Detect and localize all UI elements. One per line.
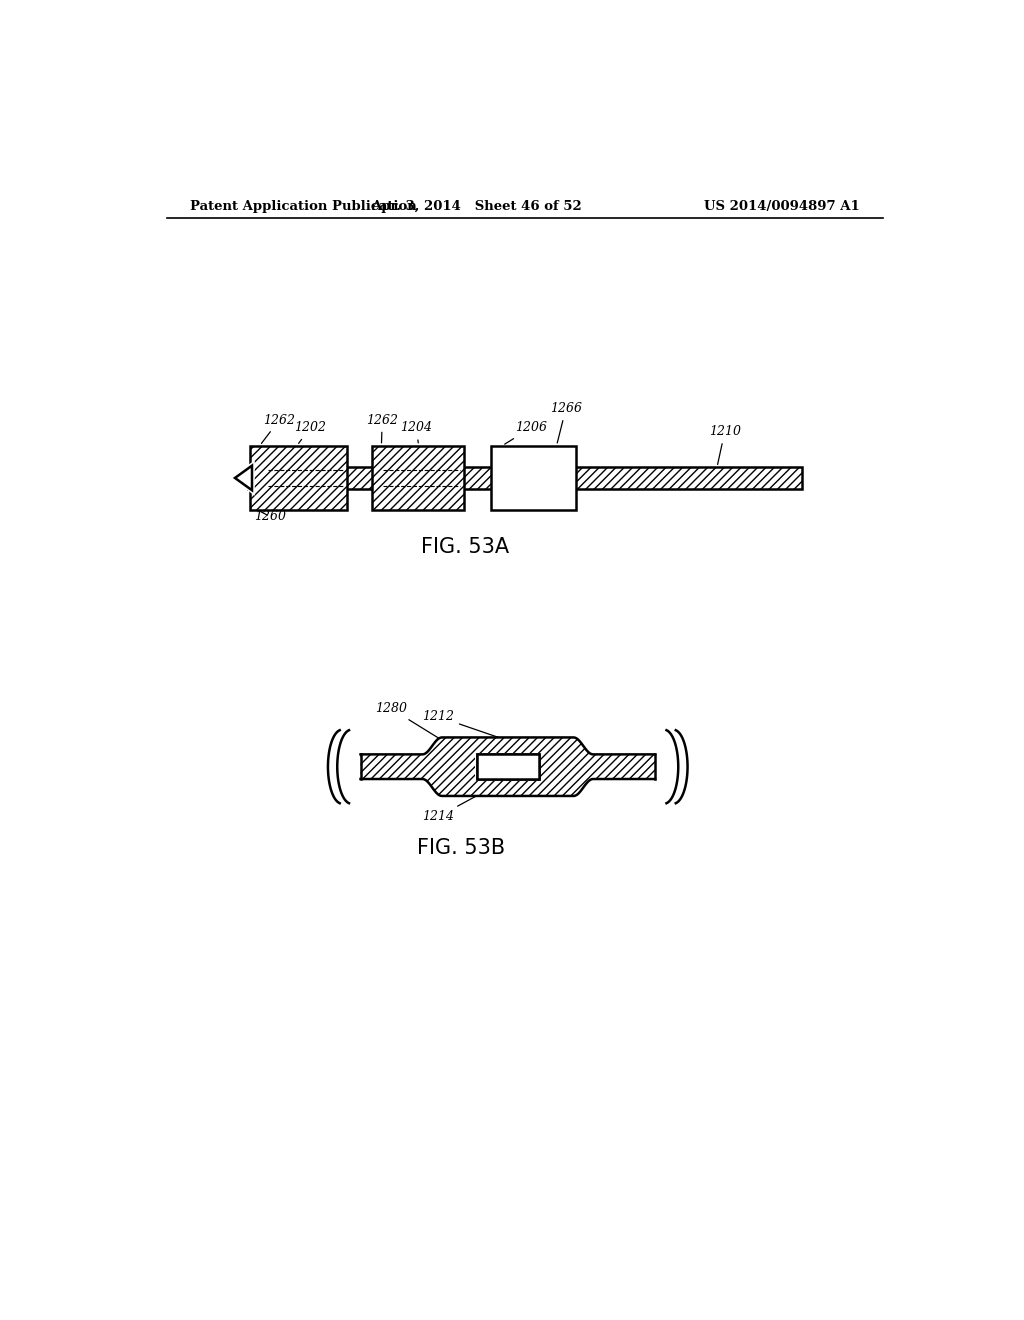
Bar xyxy=(248,467,802,488)
Text: US 2014/0094897 A1: US 2014/0094897 A1 xyxy=(703,199,859,213)
Bar xyxy=(248,467,802,488)
Bar xyxy=(251,446,347,511)
Text: 1260: 1260 xyxy=(254,510,286,523)
Bar xyxy=(477,755,539,779)
Text: 1206: 1206 xyxy=(505,421,547,444)
Text: FIG. 53A: FIG. 53A xyxy=(421,537,509,557)
Text: Patent Application Publication: Patent Application Publication xyxy=(190,199,417,213)
Bar xyxy=(248,467,802,488)
Polygon shape xyxy=(360,738,655,796)
Polygon shape xyxy=(234,466,252,490)
Text: 1204: 1204 xyxy=(400,421,432,442)
Text: 1266: 1266 xyxy=(550,403,582,444)
Text: FIG. 53B: FIG. 53B xyxy=(417,838,505,858)
Text: 1262: 1262 xyxy=(367,413,398,442)
Text: Apr. 3, 2014   Sheet 46 of 52: Apr. 3, 2014 Sheet 46 of 52 xyxy=(372,199,582,213)
Text: 1210: 1210 xyxy=(709,425,740,465)
Bar xyxy=(490,446,575,511)
Text: 1202: 1202 xyxy=(294,421,326,444)
Bar xyxy=(251,446,347,511)
Text: 1214: 1214 xyxy=(422,780,505,824)
Bar xyxy=(251,446,347,511)
Text: 1280: 1280 xyxy=(376,702,443,741)
Bar xyxy=(475,752,541,780)
Bar xyxy=(477,755,539,779)
Text: 1262: 1262 xyxy=(261,413,295,444)
Bar xyxy=(372,446,464,511)
Bar xyxy=(372,446,464,511)
Text: 1212: 1212 xyxy=(422,710,520,744)
Bar xyxy=(372,446,464,511)
